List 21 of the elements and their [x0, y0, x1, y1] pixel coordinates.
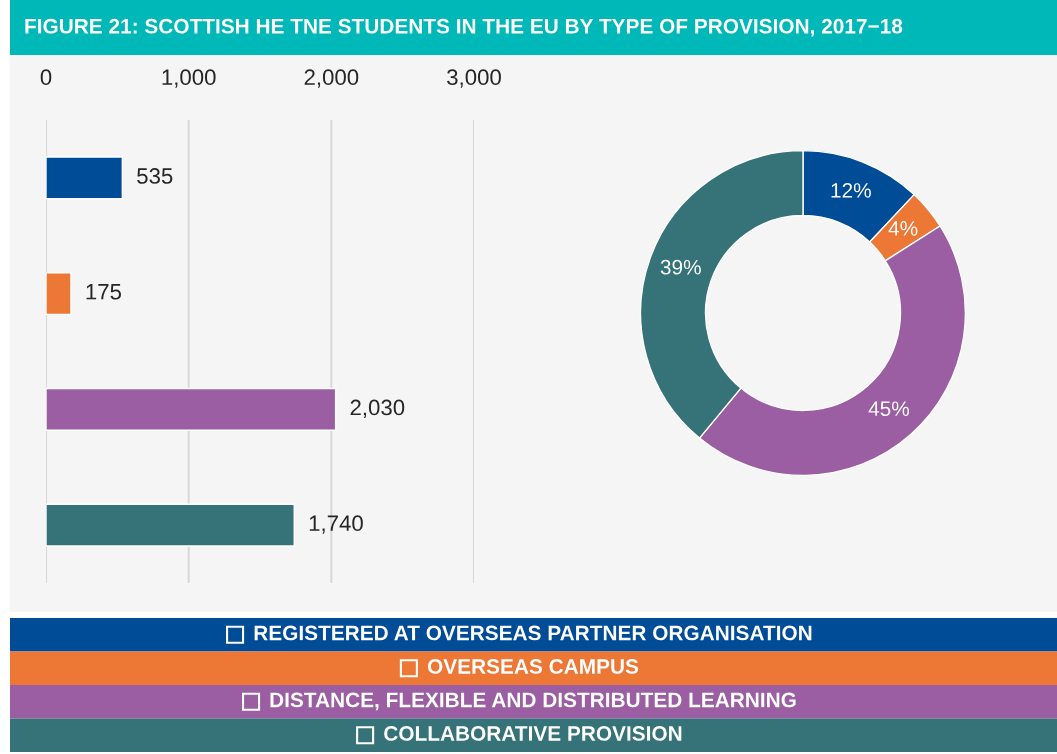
data-label: 12%	[831, 183, 871, 198]
data-label: 4%	[888, 221, 918, 236]
bar	[46, 272, 72, 316]
legend-label: DISTANCE, FLEXIBLE AND DISTRIBUTED LEARNING	[270, 692, 796, 711]
x-tick-label: 0	[40, 69, 52, 86]
bar	[46, 503, 295, 547]
data-label: 535	[137, 168, 173, 184]
legend-label: COLLABORATIVE PROVISION	[384, 726, 682, 741]
legend-label: OVERSEAS CAMPUS	[427, 659, 639, 674]
x-tick-label: 1,000	[162, 69, 216, 88]
x-tick-label: 3,000	[447, 69, 501, 88]
chart-title: FIGURE 21: SCOTTISH HE TNE STUDENTS IN THE EU BY TYPE OF PROVISION, 2017−18	[25, 18, 903, 37]
data-label: 45%	[868, 401, 910, 417]
bar	[46, 387, 337, 431]
data-label: 2,030	[350, 399, 405, 418]
x-tick-label: 2,000	[304, 69, 359, 88]
bar	[46, 156, 124, 200]
data-label: 175	[86, 284, 121, 300]
data-label: 39%	[660, 259, 701, 275]
legend-label: REGISTERED AT OVERSEAS PARTNER ORGANISATION	[254, 625, 812, 641]
data-label: 1,740	[309, 515, 363, 534]
